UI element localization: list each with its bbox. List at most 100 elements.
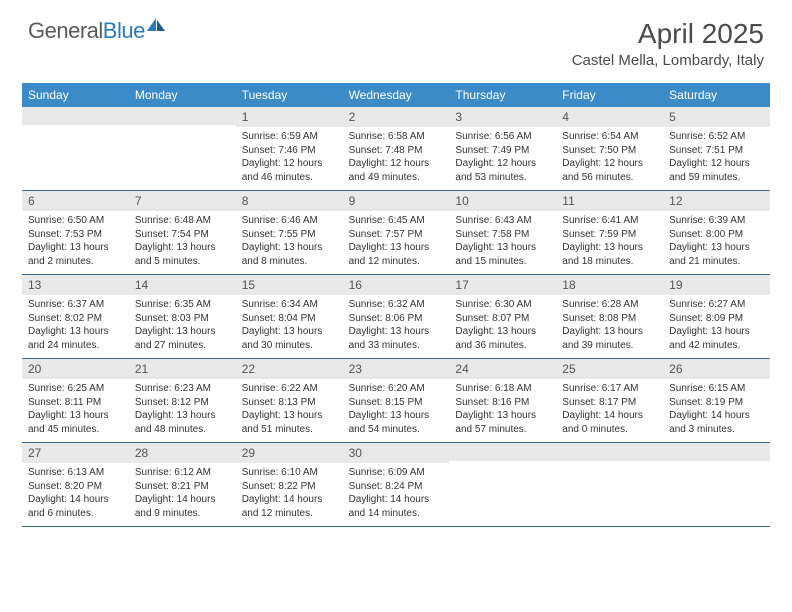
sunset-text: Sunset: 8:04 PM: [242, 312, 337, 326]
day-cell: 3Sunrise: 6:56 AMSunset: 7:49 PMDaylight…: [449, 107, 556, 190]
day-number: 3: [449, 107, 556, 127]
day-body: Sunrise: 6:34 AMSunset: 8:04 PMDaylight:…: [236, 295, 343, 358]
sunrise-text: Sunrise: 6:22 AM: [242, 382, 337, 396]
day-cell: 5Sunrise: 6:52 AMSunset: 7:51 PMDaylight…: [663, 107, 770, 190]
day-number: 12: [663, 191, 770, 211]
weekday-header: Friday: [556, 83, 663, 107]
day-number: 1: [236, 107, 343, 127]
sunrise-text: Sunrise: 6:18 AM: [455, 382, 550, 396]
day-number: 29: [236, 443, 343, 463]
daylight-text: Daylight: 13 hours and 27 minutes.: [135, 325, 230, 352]
sunset-text: Sunset: 8:15 PM: [349, 396, 444, 410]
sunset-text: Sunset: 7:51 PM: [669, 144, 764, 158]
sunrise-text: Sunrise: 6:48 AM: [135, 214, 230, 228]
sunset-text: Sunset: 8:17 PM: [562, 396, 657, 410]
calendar: SundayMondayTuesdayWednesdayThursdayFrid…: [22, 83, 770, 527]
day-number: 24: [449, 359, 556, 379]
sunrise-text: Sunrise: 6:09 AM: [349, 466, 444, 480]
logo-text: GeneralBlue: [28, 18, 145, 44]
day-cell: 13Sunrise: 6:37 AMSunset: 8:02 PMDayligh…: [22, 275, 129, 358]
day-body: Sunrise: 6:50 AMSunset: 7:53 PMDaylight:…: [22, 211, 129, 274]
daylight-text: Daylight: 13 hours and 8 minutes.: [242, 241, 337, 268]
daylight-text: Daylight: 13 hours and 5 minutes.: [135, 241, 230, 268]
sunrise-text: Sunrise: 6:28 AM: [562, 298, 657, 312]
daylight-text: Daylight: 13 hours and 30 minutes.: [242, 325, 337, 352]
logo-text-blue: Blue: [103, 18, 145, 43]
logo-text-general: General: [28, 18, 103, 43]
day-cell: 16Sunrise: 6:32 AMSunset: 8:06 PMDayligh…: [343, 275, 450, 358]
sunrise-text: Sunrise: 6:32 AM: [349, 298, 444, 312]
day-body: Sunrise: 6:54 AMSunset: 7:50 PMDaylight:…: [556, 127, 663, 190]
sunrise-text: Sunrise: 6:43 AM: [455, 214, 550, 228]
sunset-text: Sunset: 8:09 PM: [669, 312, 764, 326]
sunset-text: Sunset: 7:50 PM: [562, 144, 657, 158]
day-cell: 28Sunrise: 6:12 AMSunset: 8:21 PMDayligh…: [129, 443, 236, 526]
sunset-text: Sunset: 7:59 PM: [562, 228, 657, 242]
day-body: Sunrise: 6:37 AMSunset: 8:02 PMDaylight:…: [22, 295, 129, 358]
day-number: 27: [22, 443, 129, 463]
day-body: Sunrise: 6:35 AMSunset: 8:03 PMDaylight:…: [129, 295, 236, 358]
day-cell: 8Sunrise: 6:46 AMSunset: 7:55 PMDaylight…: [236, 191, 343, 274]
weeks-container: 1Sunrise: 6:59 AMSunset: 7:46 PMDaylight…: [22, 107, 770, 527]
day-number: 25: [556, 359, 663, 379]
sunrise-text: Sunrise: 6:34 AM: [242, 298, 337, 312]
sunrise-text: Sunrise: 6:20 AM: [349, 382, 444, 396]
sunset-text: Sunset: 8:24 PM: [349, 480, 444, 494]
day-number: 15: [236, 275, 343, 295]
sunset-text: Sunset: 8:06 PM: [349, 312, 444, 326]
day-cell: 14Sunrise: 6:35 AMSunset: 8:03 PMDayligh…: [129, 275, 236, 358]
day-body: Sunrise: 6:20 AMSunset: 8:15 PMDaylight:…: [343, 379, 450, 442]
day-number: 13: [22, 275, 129, 295]
day-number: 7: [129, 191, 236, 211]
day-cell: 30Sunrise: 6:09 AMSunset: 8:24 PMDayligh…: [343, 443, 450, 526]
week-row: 6Sunrise: 6:50 AMSunset: 7:53 PMDaylight…: [22, 191, 770, 275]
daylight-text: Daylight: 13 hours and 12 minutes.: [349, 241, 444, 268]
week-row: 20Sunrise: 6:25 AMSunset: 8:11 PMDayligh…: [22, 359, 770, 443]
daylight-text: Daylight: 13 hours and 2 minutes.: [28, 241, 123, 268]
daylight-text: Daylight: 13 hours and 57 minutes.: [455, 409, 550, 436]
day-body: Sunrise: 6:17 AMSunset: 8:17 PMDaylight:…: [556, 379, 663, 442]
daylight-text: Daylight: 14 hours and 12 minutes.: [242, 493, 337, 520]
day-body: Sunrise: 6:25 AMSunset: 8:11 PMDaylight:…: [22, 379, 129, 442]
sunrise-text: Sunrise: 6:54 AM: [562, 130, 657, 144]
day-number: 6: [22, 191, 129, 211]
sunrise-text: Sunrise: 6:39 AM: [669, 214, 764, 228]
day-cell: 25Sunrise: 6:17 AMSunset: 8:17 PMDayligh…: [556, 359, 663, 442]
sunrise-text: Sunrise: 6:41 AM: [562, 214, 657, 228]
day-cell: 27Sunrise: 6:13 AMSunset: 8:20 PMDayligh…: [22, 443, 129, 526]
month-title: April 2025: [572, 18, 764, 50]
day-number: 5: [663, 107, 770, 127]
weekday-header: Saturday: [663, 83, 770, 107]
sunset-text: Sunset: 7:54 PM: [135, 228, 230, 242]
sunset-text: Sunset: 7:57 PM: [349, 228, 444, 242]
week-row: 1Sunrise: 6:59 AMSunset: 7:46 PMDaylight…: [22, 107, 770, 191]
sunset-text: Sunset: 8:00 PM: [669, 228, 764, 242]
daylight-text: Daylight: 12 hours and 56 minutes.: [562, 157, 657, 184]
day-cell: 6Sunrise: 6:50 AMSunset: 7:53 PMDaylight…: [22, 191, 129, 274]
day-body: Sunrise: 6:09 AMSunset: 8:24 PMDaylight:…: [343, 463, 450, 526]
daylight-text: Daylight: 13 hours and 15 minutes.: [455, 241, 550, 268]
day-cell: [556, 443, 663, 526]
sunset-text: Sunset: 7:49 PM: [455, 144, 550, 158]
sunset-text: Sunset: 8:20 PM: [28, 480, 123, 494]
day-cell: 4Sunrise: 6:54 AMSunset: 7:50 PMDaylight…: [556, 107, 663, 190]
sunrise-text: Sunrise: 6:45 AM: [349, 214, 444, 228]
day-body: Sunrise: 6:59 AMSunset: 7:46 PMDaylight:…: [236, 127, 343, 190]
sunrise-text: Sunrise: 6:27 AM: [669, 298, 764, 312]
day-cell: 24Sunrise: 6:18 AMSunset: 8:16 PMDayligh…: [449, 359, 556, 442]
sunrise-text: Sunrise: 6:50 AM: [28, 214, 123, 228]
daylight-text: Daylight: 12 hours and 59 minutes.: [669, 157, 764, 184]
day-number: 28: [129, 443, 236, 463]
sunset-text: Sunset: 8:12 PM: [135, 396, 230, 410]
day-body: Sunrise: 6:32 AMSunset: 8:06 PMDaylight:…: [343, 295, 450, 358]
day-number: [449, 443, 556, 461]
day-cell: 10Sunrise: 6:43 AMSunset: 7:58 PMDayligh…: [449, 191, 556, 274]
sunset-text: Sunset: 8:19 PM: [669, 396, 764, 410]
day-cell: 11Sunrise: 6:41 AMSunset: 7:59 PMDayligh…: [556, 191, 663, 274]
day-number: 16: [343, 275, 450, 295]
day-cell: 19Sunrise: 6:27 AMSunset: 8:09 PMDayligh…: [663, 275, 770, 358]
daylight-text: Daylight: 13 hours and 54 minutes.: [349, 409, 444, 436]
day-cell: 21Sunrise: 6:23 AMSunset: 8:12 PMDayligh…: [129, 359, 236, 442]
day-cell: 20Sunrise: 6:25 AMSunset: 8:11 PMDayligh…: [22, 359, 129, 442]
sunset-text: Sunset: 7:48 PM: [349, 144, 444, 158]
